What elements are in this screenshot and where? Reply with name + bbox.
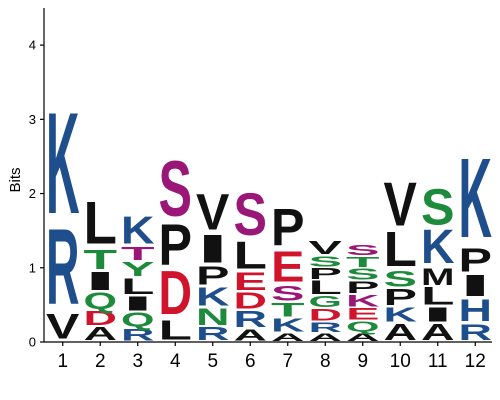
logo-letter: L: [121, 274, 154, 299]
logo-letter: Y: [121, 258, 155, 281]
logo-letter: P: [271, 199, 304, 257]
y-tick-label: 3: [29, 112, 36, 127]
x-tick-label: 8: [320, 351, 331, 372]
logo-letter: R: [234, 306, 268, 332]
logo-letter: L: [309, 277, 343, 299]
logo-letter: S: [346, 242, 380, 258]
y-tick-label: 0: [29, 335, 36, 350]
logo-letter: P: [159, 213, 193, 277]
logo-letter: A: [384, 319, 418, 345]
logo-letter: R: [46, 206, 79, 327]
logo-letter: D: [309, 306, 342, 325]
logo-letter: L: [159, 315, 192, 346]
logo-letter: T: [121, 243, 155, 264]
logo-letter: P: [346, 278, 379, 297]
logo-letter: V: [196, 183, 230, 240]
logo-letter: Q: [346, 318, 379, 334]
x-tick-label: 6: [245, 351, 256, 372]
logo-letter: H: [459, 293, 492, 328]
logo-letter: S: [234, 181, 267, 249]
logo-letter: P: [459, 242, 492, 279]
logo-letter: K: [421, 219, 454, 273]
x-tick-label: 5: [207, 351, 218, 372]
logo-letter: K: [271, 315, 305, 335]
logo-letter: P: [309, 265, 343, 283]
logo-letter: S: [271, 282, 304, 306]
logo-letter: R: [459, 320, 492, 345]
x-tick-label: 10: [390, 351, 411, 372]
y-tick-label: 2: [29, 186, 36, 201]
logo-letter: P: [384, 285, 417, 310]
y-tick-label: 4: [29, 38, 36, 53]
logo-letter: A: [84, 324, 117, 344]
logo-letter: R: [121, 326, 154, 345]
logo-letter: G: [309, 293, 342, 310]
logo-letter: A: [271, 331, 304, 343]
logo-letter: I: [421, 303, 454, 325]
logo-letter: D: [159, 258, 193, 327]
logo-letter: E: [346, 305, 379, 324]
logo-letter: N: [196, 303, 230, 330]
logo-letter: D: [84, 307, 117, 330]
logo-letter: M: [421, 264, 454, 291]
logo-letter: S: [346, 265, 380, 283]
logo-letter: L: [84, 190, 118, 257]
x-tick-label: 2: [95, 351, 106, 372]
logo-letter: S: [384, 267, 417, 291]
logo-letter: A: [234, 327, 268, 344]
x-tick-label: 9: [357, 351, 368, 372]
logo-letter: L: [384, 222, 417, 277]
x-tick-label: 1: [57, 351, 68, 372]
logo-letter: V: [46, 308, 80, 347]
x-tick-label: 4: [170, 351, 181, 372]
logo-letter: D: [234, 288, 268, 314]
logo-letter: I: [459, 268, 492, 302]
y-axis-title: Bits: [7, 167, 24, 192]
logo-letter: E: [271, 243, 305, 291]
logo-letter: T: [271, 299, 305, 321]
logo-letter: V: [384, 170, 418, 240]
logo-letter: I: [121, 292, 154, 314]
logo-letter: L: [421, 283, 454, 311]
logo-letter: K: [346, 292, 379, 311]
logo-letter: E: [234, 268, 267, 296]
logo-glyph-layer: VRKADQITLRQILYTKLDPSRNKPIVARDELSAKTSEPAR…: [46, 82, 492, 346]
x-tick-label: 12: [465, 351, 486, 372]
logo-letter: T: [346, 254, 380, 271]
y-tick-label: 1: [29, 260, 36, 275]
logo-letter: R: [196, 324, 229, 344]
logo-letter: S: [421, 178, 454, 235]
logo-letter: A: [346, 331, 379, 343]
logo-letter: K: [121, 209, 155, 252]
x-tick-label: 3: [132, 351, 143, 372]
logo-letter: I: [196, 227, 229, 271]
logo-letter: P: [196, 262, 230, 290]
logo-letter: Q: [121, 309, 154, 331]
x-tick-label: 7: [282, 351, 293, 372]
logo-letter: A: [309, 331, 342, 343]
logo-letter: K: [459, 136, 492, 262]
logo-letter: K: [384, 303, 418, 326]
logo-letter: K: [196, 282, 229, 311]
logo-letter: I: [84, 267, 117, 296]
logo-letter: K: [46, 82, 79, 244]
logo-letter: T: [84, 245, 118, 276]
logo-letter: Q: [84, 289, 118, 314]
x-axis-ticks: 1 2 3 4 5 6 7 8 9 10 11 12: [57, 342, 486, 372]
logo-letter: S: [309, 253, 343, 269]
logo-letter: S: [159, 145, 192, 233]
logo-letter: L: [234, 234, 268, 277]
logo-letter: A: [421, 319, 455, 345]
y-axis-ticks: 0 1 2 3 4: [29, 38, 44, 350]
logo-letter: R: [309, 320, 343, 335]
logo-letter: V: [309, 238, 342, 259]
x-tick-label: 11: [428, 351, 448, 372]
